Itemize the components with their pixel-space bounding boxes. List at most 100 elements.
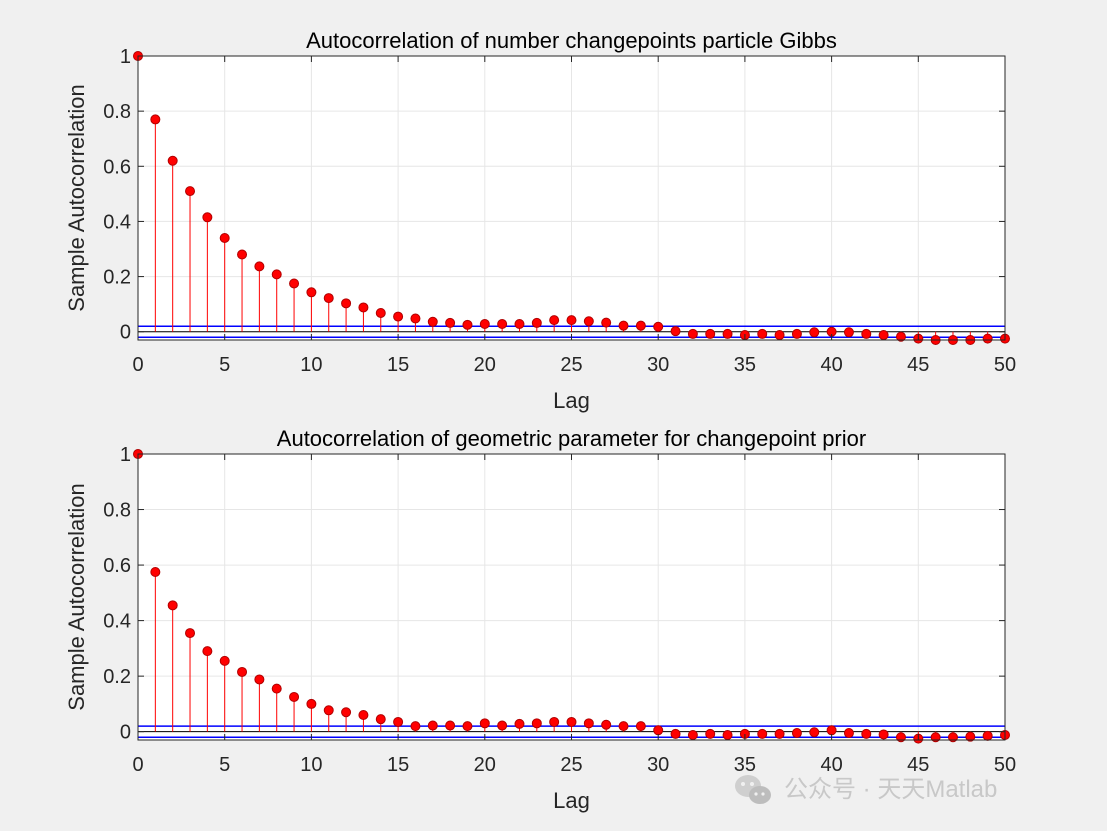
x-tick-label: 45 xyxy=(907,354,929,376)
x-tick-label: 0 xyxy=(132,754,143,776)
stem-marker xyxy=(445,720,456,731)
stem-marker xyxy=(202,646,213,657)
y-tick-label: 0.8 xyxy=(103,101,131,123)
stem-marker xyxy=(185,186,196,197)
stem-marker xyxy=(861,328,872,339)
stem-marker xyxy=(982,730,993,741)
x-axis-label: Lag xyxy=(553,788,590,813)
x-tick-label: 40 xyxy=(820,754,842,776)
stem-marker xyxy=(375,714,386,725)
x-tick-label: 0 xyxy=(132,354,143,376)
y-axis-label: Sample Autocorrelation xyxy=(64,483,89,710)
x-tick-label: 25 xyxy=(560,354,582,376)
stem-marker xyxy=(497,720,508,731)
x-axis-label: Lag xyxy=(553,388,590,413)
stem-marker xyxy=(809,727,820,738)
stem-marker xyxy=(705,328,716,339)
stem-marker xyxy=(219,232,230,243)
stem-marker xyxy=(583,316,594,327)
y-tick-label: 1 xyxy=(120,444,131,466)
stem-marker xyxy=(462,319,473,330)
stem-marker xyxy=(462,721,473,732)
y-tick-label: 1 xyxy=(120,46,131,68)
stem-marker xyxy=(185,628,196,639)
x-tick-label: 20 xyxy=(474,754,496,776)
y-tick-label: 0.4 xyxy=(103,611,131,633)
stem-marker xyxy=(635,320,646,331)
stem-marker xyxy=(618,320,629,331)
stem-marker xyxy=(375,307,386,318)
watermark: 公众号 · 天天Matlab xyxy=(735,775,997,804)
stem-marker xyxy=(791,328,802,339)
y-tick-label: 0.2 xyxy=(103,267,131,289)
stem-marker xyxy=(358,302,369,313)
stem-marker xyxy=(202,212,213,223)
stem-marker xyxy=(219,655,230,666)
stem-marker xyxy=(635,721,646,732)
stem-marker xyxy=(549,716,560,727)
stem-marker xyxy=(687,328,698,339)
x-tick-label: 15 xyxy=(387,754,409,776)
x-tick-label: 30 xyxy=(647,754,669,776)
stem-marker xyxy=(323,705,334,716)
stem-marker xyxy=(757,728,768,739)
x-tick-label: 50 xyxy=(994,754,1016,776)
stem-marker xyxy=(722,730,733,741)
stem-marker xyxy=(982,333,993,344)
y-tick-label: 0.4 xyxy=(103,211,131,233)
x-tick-label: 10 xyxy=(300,754,322,776)
ticks: 0 5 10 15 20 25 30 35 40 45 50 0 0.2 0.4 0.6 0.8 1 xyxy=(103,46,1016,376)
stem-marker xyxy=(653,321,664,332)
stem-marker xyxy=(289,278,300,289)
stem-marker xyxy=(306,698,317,709)
stem-marker xyxy=(531,317,542,328)
chart-title: Autocorrelation of geometric parameter f… xyxy=(277,426,866,451)
y-tick-label: 0.6 xyxy=(103,555,131,577)
stem-marker xyxy=(167,155,178,166)
stem-marker xyxy=(358,710,369,721)
x-tick-label: 15 xyxy=(387,354,409,376)
stem-marker xyxy=(618,721,629,732)
stem-marker xyxy=(583,718,594,729)
stem-marker xyxy=(843,728,854,739)
stem-marker xyxy=(237,249,248,260)
stem-marker xyxy=(167,600,178,611)
stem-marker xyxy=(479,319,490,330)
markers xyxy=(133,449,1010,744)
stem-marker xyxy=(445,317,456,328)
stem-marker xyxy=(427,720,438,731)
stem-marker xyxy=(531,718,542,729)
x-tick-label: 20 xyxy=(474,354,496,376)
stem-marker xyxy=(427,316,438,327)
x-tick-label: 30 xyxy=(647,354,669,376)
stem-marker xyxy=(566,315,577,326)
stem-marker xyxy=(878,729,889,740)
stem-marker xyxy=(653,725,664,736)
stem-marker xyxy=(947,732,958,743)
x-tick-label: 40 xyxy=(820,354,842,376)
stem-marker xyxy=(410,721,421,732)
stem-marker xyxy=(878,330,889,341)
stem-marker xyxy=(601,317,612,328)
stem-marker xyxy=(566,716,577,727)
stem-marker xyxy=(722,328,733,339)
x-tick-label: 50 xyxy=(994,354,1016,376)
stem-marker xyxy=(410,313,421,324)
stem-marker xyxy=(687,730,698,741)
stem-marker xyxy=(791,728,802,739)
stem-marker xyxy=(965,731,976,742)
stem-marker xyxy=(826,725,837,736)
y-axis-label: Sample Autocorrelation xyxy=(64,84,89,311)
y-tick-label: 0.2 xyxy=(103,666,131,688)
stem-marker xyxy=(289,691,300,702)
stem-marker xyxy=(514,319,525,330)
x-tick-label: 5 xyxy=(219,754,230,776)
chart-title: Autocorrelation of number changepoints p… xyxy=(306,28,837,53)
x-tick-label: 10 xyxy=(300,354,322,376)
stem-marker xyxy=(479,718,490,729)
stem-marker xyxy=(670,326,681,337)
stem-marker xyxy=(323,293,334,304)
ticks: 0 5 10 15 20 25 30 35 40 45 50 0 0.2 0.4 0.6 0.8 1 xyxy=(103,444,1016,776)
x-tick-label: 25 xyxy=(560,754,582,776)
